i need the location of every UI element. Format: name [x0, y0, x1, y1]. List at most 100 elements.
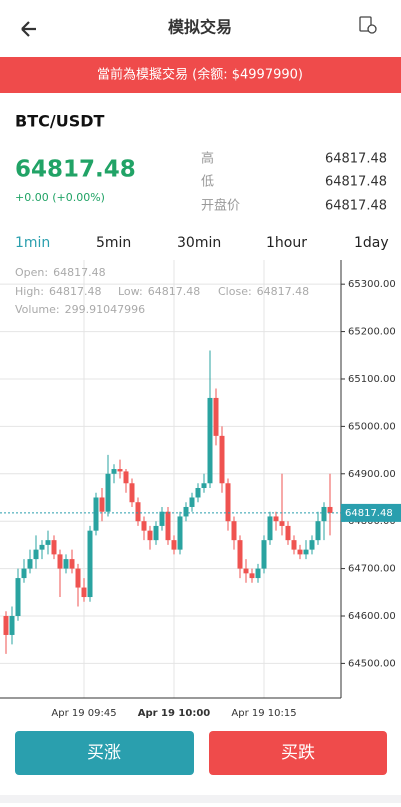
candle-body — [309, 540, 315, 550]
candle-body — [165, 511, 171, 541]
stat-label: 开盘价 — [201, 198, 240, 214]
banner-text: 當前為模擬交易 (余额: $4997990) — [97, 67, 303, 83]
candle-body — [33, 549, 39, 560]
candle-body — [291, 540, 297, 550]
candle-body — [3, 615, 9, 635]
candle-body — [243, 568, 249, 574]
info-value: 299.91047996 — [65, 303, 145, 316]
candle-body — [81, 587, 87, 598]
candle-body — [183, 506, 189, 517]
candle-body — [15, 578, 21, 616]
x-tick-label: Apr 19 10:00 — [138, 708, 211, 719]
y-tick-label: 65100.00 — [348, 374, 396, 385]
ohlc-info: High: 64817.48 — [15, 285, 102, 298]
candle-body — [105, 473, 111, 512]
candle-body — [225, 483, 231, 522]
candle-body — [9, 615, 15, 635]
y-tick-label: 64600.00 — [348, 611, 396, 622]
candle-body — [75, 568, 81, 588]
candle-body — [123, 471, 129, 484]
candle-body — [27, 559, 33, 569]
info-label: Volume: — [15, 303, 60, 316]
banner — [0, 57, 401, 93]
candle-body — [135, 502, 141, 522]
candle-body — [21, 568, 27, 579]
info-value: 64817.48 — [257, 285, 310, 298]
ohlc-info: Low: 64817.48 — [118, 285, 200, 298]
buy-up-button[interactable] — [15, 731, 194, 775]
stat-label: 高 — [201, 151, 214, 167]
candle-body — [87, 530, 93, 598]
candle-body — [93, 497, 99, 531]
y-tick-label: 65200.00 — [348, 327, 396, 338]
interval-tab[interactable]: 1hour — [266, 235, 307, 251]
candle-body — [147, 530, 153, 541]
ohlc-info: Volume: 299.91047996 — [15, 303, 145, 316]
candle-body — [303, 549, 309, 555]
candle-body — [69, 559, 75, 569]
candle-body — [327, 506, 333, 513]
candle-body — [189, 497, 195, 507]
candle-body — [261, 540, 267, 569]
candle-body — [201, 483, 207, 489]
candle-body — [171, 540, 177, 550]
y-tick-label: 65000.00 — [348, 421, 396, 432]
candle-body — [315, 521, 321, 541]
stat-value: 64817.48 — [325, 175, 387, 190]
candle-body — [177, 516, 183, 550]
y-tick-label: 64700.00 — [348, 564, 396, 575]
candle-body — [195, 488, 201, 498]
candle-body — [207, 397, 213, 484]
interval-tab[interactable]: 1min — [15, 235, 50, 251]
info-value: 64817.48 — [49, 285, 102, 298]
info-label: Low: — [118, 285, 143, 298]
candle-body — [273, 516, 279, 522]
y-tick-label: 64500.00 — [348, 658, 396, 669]
y-tick-label: 65300.00 — [348, 279, 396, 290]
interval-tab[interactable]: 1day — [354, 235, 389, 251]
ohlc-info: Open: 64817.48 — [15, 266, 106, 279]
candle-body — [57, 554, 63, 569]
candle-body — [63, 559, 69, 569]
back-button[interactable] — [21, 21, 36, 37]
y-tick-label: 64900.00 — [348, 469, 396, 480]
interval-tab[interactable]: 5min — [96, 235, 131, 251]
x-tick-label: Apr 19 10:15 — [231, 708, 296, 719]
stat-value: 64817.48 — [325, 199, 387, 214]
candle-body — [117, 469, 123, 472]
buy-up-label: 买涨 — [87, 743, 121, 763]
buy-down-label: 买跌 — [281, 743, 315, 763]
candle-body — [231, 521, 237, 541]
candle-body — [249, 573, 255, 579]
price-change: +0.00 (+0.00%) — [15, 191, 105, 204]
history-icon[interactable] — [359, 16, 377, 34]
candle-body — [219, 435, 225, 484]
candle-body — [129, 483, 135, 503]
info-label: Open: — [15, 266, 48, 279]
ohlc-info: Close: 64817.48 — [218, 285, 309, 298]
info-label: High: — [15, 285, 44, 298]
candle-body — [51, 540, 57, 555]
info-value: 64817.48 — [148, 285, 201, 298]
x-tick-label: Apr 19 09:45 — [51, 708, 116, 719]
candle-body — [267, 516, 273, 541]
stat-label: 低 — [201, 175, 214, 190]
candle-body — [111, 469, 117, 474]
last-price: 64817.48 — [15, 157, 136, 183]
candle-body — [285, 525, 291, 541]
candle-body — [153, 525, 159, 541]
interval-tab[interactable]: 30min — [177, 235, 221, 251]
stat-value: 64817.48 — [325, 152, 387, 167]
candle-body — [237, 540, 243, 569]
candle-body — [321, 506, 327, 522]
candle-body — [45, 540, 51, 545]
candle-body — [141, 521, 147, 531]
last-price-box — [341, 503, 401, 522]
buy-down-button[interactable] — [209, 731, 387, 775]
candle-body — [39, 544, 45, 550]
page-title: 模拟交易 — [168, 18, 232, 37]
candle-body — [213, 397, 219, 436]
candle-body — [99, 497, 105, 512]
candle-body — [297, 549, 303, 555]
